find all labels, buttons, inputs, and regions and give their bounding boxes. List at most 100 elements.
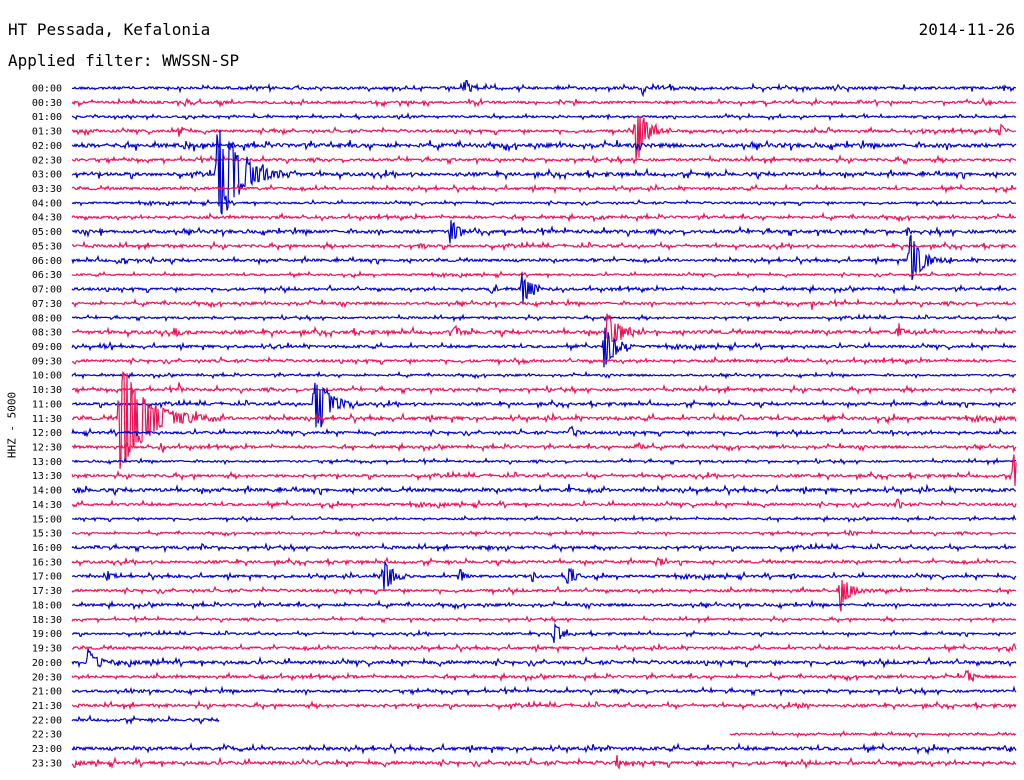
row-time-label: 06:30 — [32, 270, 62, 281]
seismic-trace-row — [71, 454, 1017, 487]
row-time-label: 19:00 — [32, 629, 62, 640]
row-time-label: 00:30 — [32, 98, 62, 109]
seismic-trace-row — [71, 742, 1017, 756]
seismic-trace-row — [71, 642, 1017, 654]
seismic-trace-row — [71, 456, 1017, 466]
seismic-trace-row — [71, 425, 1017, 439]
seismic-trace-row — [71, 355, 1017, 367]
seismic-trace-row — [71, 138, 1017, 153]
row-time-label: 06:00 — [32, 256, 62, 267]
seismic-trace-row — [71, 614, 1017, 625]
seismic-trace-row — [71, 153, 1017, 166]
seismic-trace-row — [71, 541, 1017, 554]
seismic-trace-row — [71, 79, 1017, 98]
row-time-label: 20:30 — [32, 672, 62, 683]
seismic-trace-row — [71, 297, 1017, 310]
row-time-label: 09:00 — [32, 342, 62, 353]
row-time-label: 14:00 — [32, 486, 62, 497]
row-time-label: 19:30 — [32, 644, 62, 655]
row-time-label: 13:00 — [32, 457, 62, 468]
seismic-trace-row — [71, 754, 1017, 770]
seismic-trace-row — [71, 198, 1016, 208]
row-time-label: 21:00 — [32, 687, 62, 698]
row-time-label: 10:00 — [32, 371, 62, 382]
seismic-trace-row — [71, 382, 1017, 428]
seismic-trace-row — [729, 730, 1017, 739]
row-time-label: 08:00 — [32, 313, 62, 324]
row-time-label: 11:00 — [32, 399, 62, 410]
row-time-label: 17:00 — [32, 572, 62, 583]
row-time-label: 16:30 — [32, 557, 62, 568]
row-time-label: 18:00 — [32, 600, 62, 611]
row-time-label: 12:00 — [32, 428, 62, 439]
row-time-label: 02:00 — [32, 141, 62, 152]
seismic-trace-row — [71, 556, 1017, 568]
row-time-label: 22:30 — [32, 730, 62, 741]
row-time-label: 12:30 — [32, 443, 62, 454]
seismic-trace-row — [71, 441, 1017, 453]
seismic-trace-row — [71, 370, 1016, 380]
seismic-trace-row — [71, 234, 1017, 281]
filter-label: Applied filter: WWSSN-SP — [8, 51, 240, 70]
seismic-trace-row — [71, 514, 1017, 524]
seismic-trace-row — [71, 648, 1017, 669]
row-time-label: 09:30 — [32, 356, 62, 367]
seismic-trace-row — [71, 483, 1017, 497]
row-time-label: 08:30 — [32, 328, 62, 339]
seismic-trace-row — [71, 669, 1017, 683]
row-time-label: 21:30 — [32, 701, 62, 712]
seismic-trace-row — [71, 370, 1017, 469]
row-time-label: 14:30 — [32, 500, 62, 511]
date-label: 2014-11-26 — [918, 20, 1015, 39]
seismic-traces — [71, 79, 1017, 770]
seismic-trace-row — [71, 313, 1017, 343]
seismic-trace-row — [71, 112, 1017, 122]
row-time-label: 07:00 — [32, 285, 62, 296]
row-time-label: 18:30 — [32, 615, 62, 626]
row-time-label: 07:30 — [32, 299, 62, 310]
row-time-label: 01:30 — [32, 127, 62, 138]
seismic-trace-row — [71, 561, 1017, 591]
seismic-trace-row — [71, 129, 1017, 215]
seismic-trace-row — [71, 714, 220, 726]
seismic-trace-row — [71, 220, 1017, 244]
seismic-trace-row — [71, 528, 1017, 538]
seismic-trace-row — [71, 211, 1017, 223]
row-time-label: 23:30 — [32, 758, 62, 769]
row-time-label: 13:30 — [32, 471, 62, 482]
seismic-trace-row — [71, 699, 1017, 712]
row-time-label: 15:30 — [32, 529, 62, 540]
row-time-label: 03:30 — [32, 184, 62, 195]
seismic-trace-row — [71, 622, 1017, 644]
seismic-trace-row — [71, 270, 1017, 279]
seismic-trace-row — [71, 273, 1017, 304]
row-time-label: 04:30 — [32, 213, 62, 224]
seismic-trace-row — [71, 183, 1017, 195]
seismic-trace-row — [71, 599, 1017, 611]
row-time-label: 17:30 — [32, 586, 62, 597]
seismic-trace-row — [71, 579, 1017, 612]
row-time-label: 22:00 — [32, 715, 62, 726]
row-time-label: 20:00 — [32, 658, 62, 669]
seismic-trace-row — [71, 685, 1017, 697]
seismic-trace-row — [71, 382, 1017, 396]
row-time-label: 00:00 — [32, 84, 62, 95]
tick-labels: 00:00 00:30 01:00 01:30 02:00 02:30 03:00 03:30… — [32, 84, 62, 770]
row-time-label: 04:00 — [32, 198, 62, 209]
seismic-trace-row — [71, 313, 1017, 323]
row-time-label: 16:00 — [32, 543, 62, 554]
row-time-label: 05:00 — [32, 227, 62, 238]
seismic-trace-row — [71, 96, 1017, 109]
row-time-label: 23:00 — [32, 744, 62, 755]
seismic-trace-row — [71, 327, 1017, 368]
station-title: HT Pessada, Kefalonia — [8, 20, 211, 39]
seismic-trace-row — [71, 115, 1017, 159]
row-time-label: 10:30 — [32, 385, 62, 396]
seismic-trace-row — [71, 240, 1017, 252]
seismic-trace-row — [71, 498, 1017, 511]
row-time-label: 01:00 — [32, 112, 62, 123]
row-time-label: 15:00 — [32, 514, 62, 525]
row-time-label: 02:30 — [32, 155, 62, 166]
row-time-label: 03:00 — [32, 170, 62, 181]
